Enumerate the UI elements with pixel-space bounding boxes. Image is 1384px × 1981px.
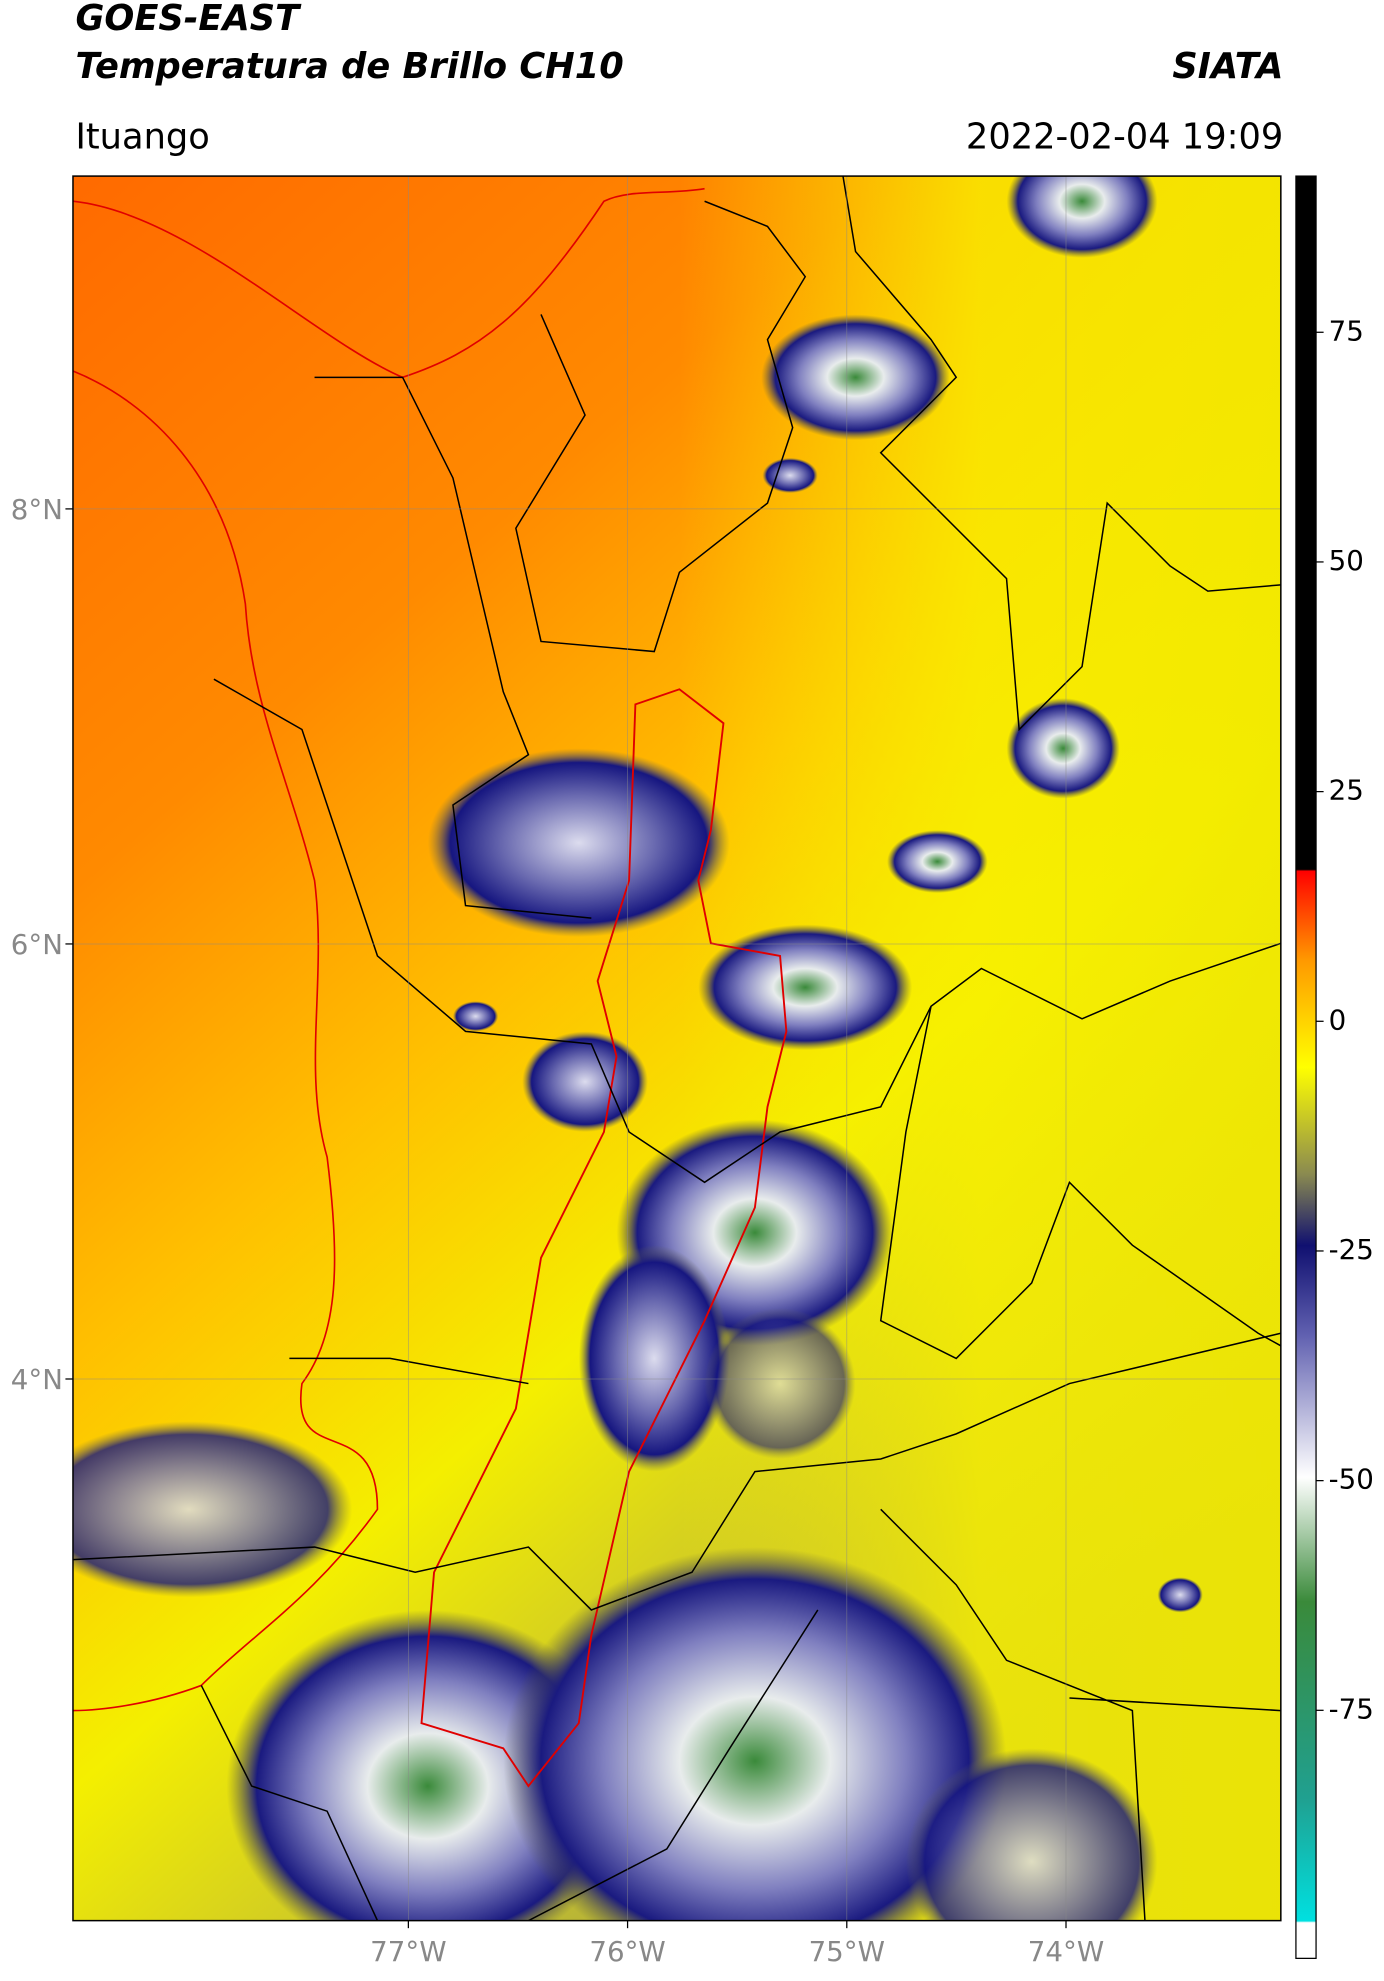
cloud	[522, 1031, 648, 1132]
colorbar-tick-label: -25	[1329, 1233, 1374, 1266]
datetime: 2022-02-04 19:09	[966, 116, 1283, 157]
title: GOES-EAST	[75, 0, 302, 39]
colorbar-tick-label: -75	[1329, 1692, 1374, 1725]
colorbar-tick-label: 50	[1329, 544, 1364, 577]
y-tick-label: 6°N	[11, 928, 63, 961]
cloud	[761, 314, 950, 441]
colorbar-tick-label: 25	[1329, 774, 1364, 807]
cloud	[427, 748, 730, 938]
subtitle: Temperatura de Brillo CH10	[75, 46, 623, 87]
y-tick-label: 4°N	[11, 1363, 63, 1396]
municipal-borders	[72, 176, 1281, 1921]
x-tick-label: 76°W	[589, 1935, 665, 1968]
colorbar-tick-label: -50	[1329, 1463, 1374, 1496]
colorbar	[1295, 175, 1317, 1959]
cloud	[72, 1421, 353, 1598]
department-border	[420, 688, 788, 1788]
x-tick-label: 75°W	[809, 1935, 885, 1968]
cloud	[1006, 698, 1120, 799]
coastline	[72, 370, 379, 1712]
grid	[72, 176, 1281, 1921]
cloud	[1006, 176, 1158, 258]
cloud	[905, 1748, 1158, 1921]
source: SIATA	[1172, 46, 1283, 87]
cloud	[578, 1245, 730, 1472]
x-tick-label: 77°W	[370, 1935, 446, 1968]
cloud	[1157, 1577, 1203, 1613]
cloud	[887, 830, 988, 894]
cloud	[704, 1308, 856, 1460]
coastline	[72, 187, 705, 379]
cloud	[452, 1001, 499, 1032]
colorbar-tick-label: 0	[1329, 1003, 1347, 1036]
map-frame	[72, 175, 1282, 1922]
satellite-image	[72, 176, 1281, 1921]
cloud	[503, 1547, 1007, 1921]
cloud	[762, 457, 818, 494]
x-tick-label: 74°W	[1028, 1935, 1104, 1968]
colorbar-tick-label: 75	[1329, 314, 1364, 347]
y-tick-label: 8°N	[11, 493, 63, 526]
cloud	[698, 924, 913, 1051]
region: Ituango	[75, 116, 209, 157]
